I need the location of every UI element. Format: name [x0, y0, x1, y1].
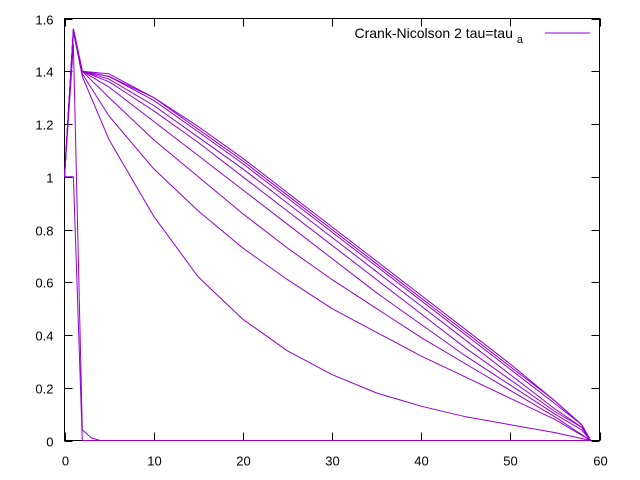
x-tick-label: 60 [593, 454, 607, 469]
y-tick-label: 1.2 [35, 118, 53, 133]
y-tick-label: 0.4 [35, 329, 53, 344]
x-tick-label: 0 [62, 454, 69, 469]
series-lines [64, 28, 592, 441]
x-tick-label: 30 [325, 454, 339, 469]
x-tick-label: 10 [147, 454, 161, 469]
legend: Crank-Nicolson 2 tau=tau a [355, 25, 590, 46]
y-tick-label: 0 [46, 435, 53, 450]
y-tick-label: 0.2 [35, 382, 53, 397]
series-line [64, 28, 592, 441]
x-axis-ticks: 0 10 20 30 40 50 60 [62, 18, 608, 469]
series-line [64, 28, 592, 441]
y-tick-label: 0.6 [35, 276, 53, 291]
series-line [64, 31, 591, 441]
series-line [64, 31, 591, 441]
legend-label-subscript: a [517, 34, 524, 46]
y-axis-ticks: 0 0.2 0.4 0.6 0.8 1 1.2 1.4 1.6 [35, 13, 600, 450]
y-tick-label: 1.6 [35, 13, 53, 28]
legend-label: Crank-Nicolson 2 tau=tau a [355, 25, 524, 46]
x-tick-label: 50 [503, 454, 517, 469]
y-tick-label: 1.4 [35, 65, 53, 80]
series-line [64, 28, 592, 441]
series-line [64, 176, 591, 441]
x-tick-label: 40 [414, 454, 428, 469]
y-tick-label: 1 [46, 171, 53, 186]
series-line [64, 31, 592, 441]
series-line [64, 31, 591, 441]
series-line [64, 31, 591, 441]
series-line [64, 28, 592, 441]
y-tick-label: 0.8 [35, 224, 53, 239]
series-line [64, 44, 591, 441]
x-tick-label: 20 [236, 454, 250, 469]
